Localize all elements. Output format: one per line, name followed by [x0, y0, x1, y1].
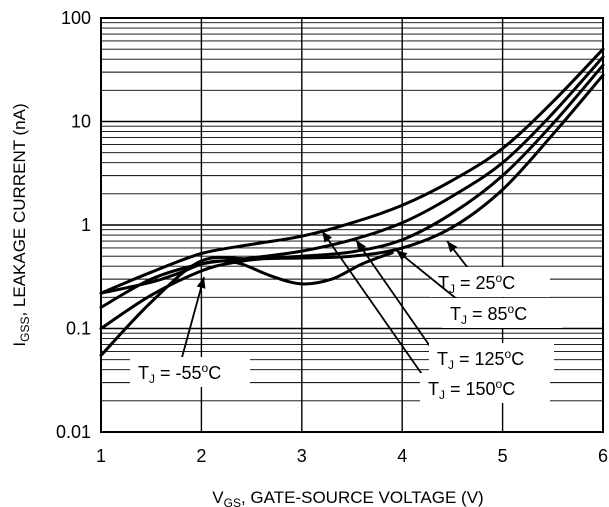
series-line-150oc: [99, 47, 605, 295]
annotation-tj-85c: TJ = 85oC: [450, 302, 527, 327]
annotation-tj-85c-box: [442, 298, 562, 328]
annotation-tj-150c-box: [420, 373, 550, 403]
annotation-tj-125c-arrow: [355, 239, 435, 353]
y-axis-title: IGSS, LEAKAGE CURRENT (nA): [10, 103, 32, 346]
series-line-125oc: [99, 55, 605, 309]
series-line-25oc: [99, 73, 605, 330]
x-tick-label: 1: [96, 446, 106, 466]
annotation-tj-minus55c: TJ = -55oC: [138, 361, 221, 386]
x-tick-label: 3: [297, 446, 307, 466]
annotation-tj-25c-box: [430, 267, 550, 297]
x-tick-label: 4: [397, 446, 407, 466]
x-tick-label: 6: [598, 446, 608, 466]
x-axis-title: VGS, GATE-SOURCE VOLTAGE (V): [212, 488, 483, 507]
annotation-tj-150c-arrowhead: [322, 231, 332, 243]
y-tick-label: 0.1: [66, 319, 91, 339]
annotation-tj-25c-arrowhead: [447, 241, 458, 253]
series-line-55oc: [99, 251, 394, 295]
annotation-tj-85c-arrowhead: [396, 250, 408, 261]
y-tick-label: 10: [71, 112, 91, 132]
annotation-tj-85c-arrow: [395, 249, 459, 301]
annotation-tj-minus55c-arrow: [180, 276, 205, 362]
annotation-tj-150c-arrow: [321, 230, 427, 381]
x-tick-label: 2: [196, 446, 206, 466]
annotation-tj-125c-arrowhead: [356, 240, 366, 252]
annotation-tj-minus55c-arrowhead: [196, 277, 206, 289]
y-tick-label: 1: [81, 215, 91, 235]
y-tick-label: 100: [61, 8, 91, 28]
annotation-tj-125c-box: [429, 343, 554, 373]
y-tick-label: 0.01: [56, 422, 91, 442]
plot-border: [100, 17, 604, 433]
series-line-85oc: [99, 63, 605, 357]
annotation-tj-minus55c-box: [130, 357, 250, 387]
x-tick-label: 5: [498, 446, 508, 466]
